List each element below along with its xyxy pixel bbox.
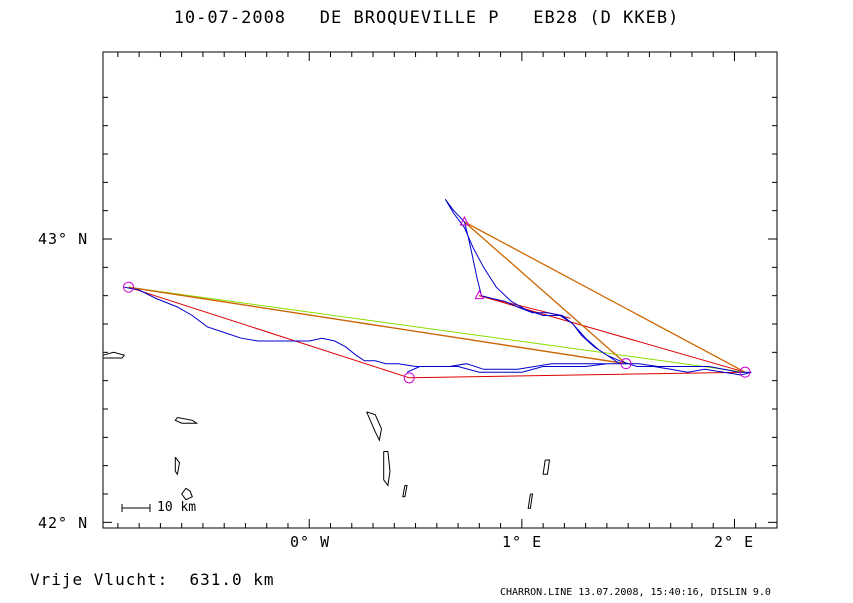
terrain-outlines (102, 351, 551, 509)
lat-label-43: 43° N (38, 230, 89, 248)
turnpoint-marker (403, 372, 415, 384)
terrain-outline (383, 451, 391, 487)
distance-label: Vrije Vlucht: (30, 570, 169, 589)
pilot-name: DE BROQUEVILLE P (319, 8, 500, 28)
terrain-outline (174, 417, 199, 424)
free-flight-leg (128, 286, 746, 373)
route-leg (464, 221, 627, 365)
terrain-outline (542, 459, 551, 475)
terrain-outline (366, 411, 383, 442)
turnpoint-marker (123, 281, 135, 293)
flight-track (124, 199, 752, 376)
route-leg (128, 286, 627, 365)
turnpoints (123, 215, 751, 384)
lat-label-42: 42° N (38, 514, 89, 532)
flight-legs (128, 221, 746, 379)
flight-date: 10-07-2008 (173, 8, 287, 28)
turnpoint-marker (620, 358, 632, 370)
axis-ticks (103, 52, 777, 528)
lon-label-1: 1° E (502, 533, 543, 551)
scale-bar-label: 10 km (157, 500, 197, 515)
route-leg (464, 221, 746, 373)
lon-label-0: 0° W (290, 533, 331, 551)
turnpoint-marker (739, 366, 751, 378)
terrain-outline (102, 351, 126, 359)
terrain-outline (402, 485, 408, 498)
footer-info: CHARRON.LINE 13.07.2008, 15:40:16, DISLI… (500, 587, 771, 598)
map-title: 10-07-2008 DE BROQUEVILLE P EB28 (D KKEB… (0, 8, 853, 28)
terrain-outline (527, 493, 534, 509)
turnpoint-marker (459, 215, 470, 226)
terrain-outline (181, 487, 193, 501)
gps-track-line (124, 199, 752, 376)
triangle-leg (128, 286, 410, 379)
terrain-outline (174, 456, 181, 476)
distance-value: 631.0 km (189, 570, 275, 589)
triangle-leg (409, 371, 746, 379)
scale-bar (121, 504, 151, 512)
turnpoint-marker (474, 289, 485, 300)
glider-name: EB28 (D KKEB) (533, 8, 680, 28)
map-frame (102, 51, 778, 529)
lon-label-2: 2° E (714, 533, 755, 551)
free-flight-distance: Vrije Vlucht: 631.0 km (30, 570, 275, 589)
